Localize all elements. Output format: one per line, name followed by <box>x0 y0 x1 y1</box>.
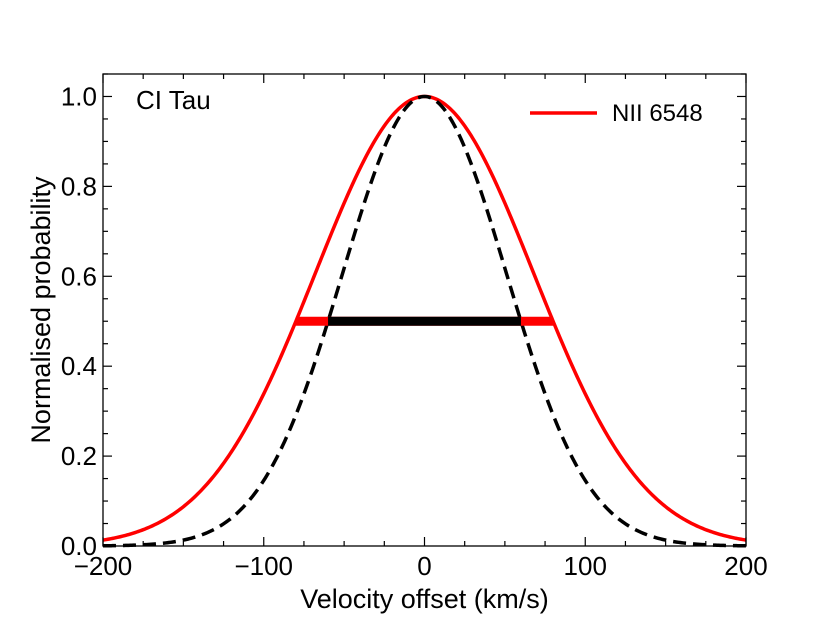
plot-frame <box>102 73 747 547</box>
series-line-dashed-1 <box>102 94 747 548</box>
y-tick-label: 0.2 <box>61 441 97 471</box>
x-axis-title: Velocity offset (km/s) <box>300 584 549 614</box>
x-tick-label: 100 <box>564 551 607 581</box>
x-tick-label: 200 <box>724 551 767 581</box>
x-tick-label: −100 <box>234 551 293 581</box>
legend-label-nii-6548: NII 6548 <box>612 100 703 127</box>
legend: NII 6548 <box>530 100 703 127</box>
y-tick-label: 0.8 <box>61 171 97 201</box>
y-axis-title: Normalised probability <box>26 176 56 444</box>
x-tick-label: −200 <box>74 551 133 581</box>
y-tick-label: 0.4 <box>61 351 97 381</box>
series-layer <box>102 94 747 548</box>
y-tick-label: 0.0 <box>61 531 97 561</box>
chart-annotation: CI Tau <box>136 85 211 115</box>
tick-labels-layer: −200 −100 0 100 200 0.0 0.2 0.4 0.6 0.8 1.0 <box>61 81 768 581</box>
ticks-layer <box>102 73 747 547</box>
y-tick-label: 0.6 <box>61 261 97 291</box>
x-tick-label: 0 <box>417 551 431 581</box>
y-tick-label: 1.0 <box>61 81 97 111</box>
